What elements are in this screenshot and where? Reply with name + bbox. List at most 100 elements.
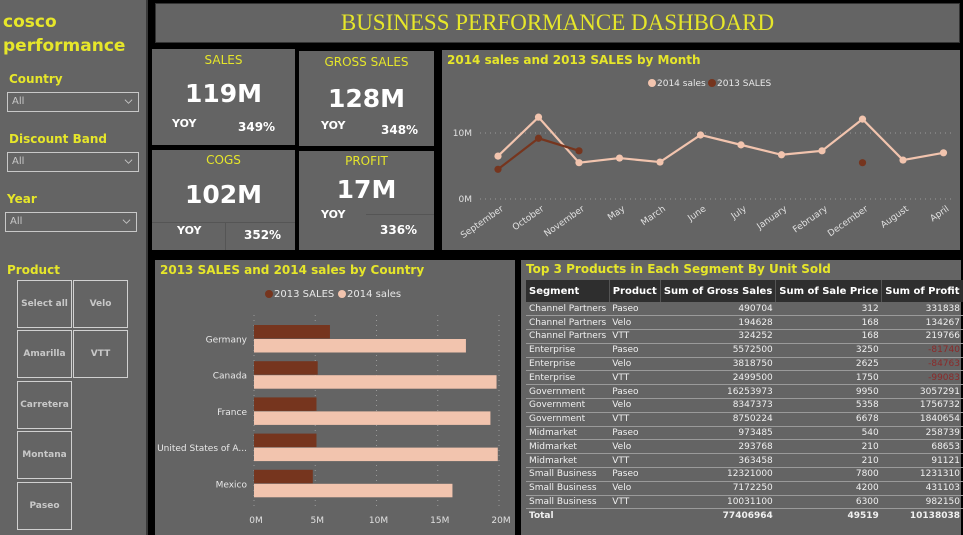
- table-cell: Paseo: [609, 302, 661, 317]
- kpi-title: COGS: [206, 153, 241, 167]
- table-row: Government Paseo 16253973 9950 3057291: [526, 384, 963, 400]
- table-cell: Paseo: [609, 467, 661, 482]
- table-cell: 3818750: [660, 357, 776, 372]
- chevron-down-icon: [122, 219, 131, 224]
- kpi-yoy-value: 352%: [244, 228, 282, 242]
- table-cell: 77406964: [722, 511, 773, 522]
- product-tile-paseo[interactable]: Paseo: [17, 482, 72, 530]
- table-cell: Velo: [609, 315, 661, 331]
- column-header[interactable]: Sum of Sale Price: [775, 280, 883, 302]
- table-cell: 1840654: [881, 412, 963, 427]
- data-point-2014: [534, 113, 543, 121]
- table-cell: 490704: [660, 302, 776, 317]
- table-cell: Channel Partners: [526, 329, 610, 344]
- bar-chart-title: 2013 SALES and 2014 sales by Country: [160, 263, 425, 277]
- data-point-2014: [939, 149, 948, 157]
- product-tile-select-all[interactable]: Select all: [17, 280, 72, 328]
- data-point-2014: [494, 152, 502, 160]
- table-header-row: Segment Product Sum of Gross Sales Sum of S…: [526, 280, 963, 302]
- table-cell: 5572500: [660, 343, 776, 358]
- table-cell: 1756732: [881, 398, 963, 413]
- kpi-yoy-label: YOY: [321, 208, 346, 221]
- bar-2014-sales: [254, 483, 453, 498]
- table-cell: 210: [775, 453, 882, 469]
- table-row: Channel Partners Velo 194628 168 134267: [526, 315, 963, 331]
- table-cell: 331838: [881, 302, 963, 317]
- kpi-yoy-value: 348%: [381, 123, 419, 137]
- product-tile-amarilla[interactable]: Amarilla: [17, 330, 72, 378]
- discount-band-dropdown-value: All: [12, 156, 25, 167]
- legend-label: 2014 sales: [347, 289, 401, 300]
- table-row: Enterprise Velo 3818750 2625 -84763: [526, 357, 963, 372]
- brand-line-1: cosco: [3, 12, 57, 32]
- table-cell: 168: [775, 315, 882, 331]
- table-row: Channel Partners VTT 324252 168 219766: [526, 329, 963, 344]
- brand-line-2: performance: [3, 36, 126, 56]
- year-dropdown[interactable]: All: [5, 212, 137, 232]
- kpi-card-sales: SALES 119M YOY 349%: [152, 49, 295, 145]
- kpi-yoy-value: 349%: [238, 120, 276, 134]
- table-cell: VTT: [609, 495, 661, 510]
- x-tick-label: December: [826, 204, 870, 239]
- table-cell: [609, 509, 660, 523]
- bar-chart-canvas: 2013 SALES 2014 sales 0M 5M 10M 15M 20M Germa…: [157, 289, 511, 526]
- table-row: Midmarket VTT 363458 210 91121: [526, 453, 963, 469]
- y-category-label: United States of A...: [157, 444, 247, 454]
- table-cell: Midmarket: [526, 426, 610, 441]
- country-dropdown[interactable]: All: [7, 92, 139, 112]
- table-cell: Paseo: [609, 343, 661, 358]
- product-tile-velo[interactable]: Velo: [73, 280, 128, 328]
- chevron-down-icon: [124, 99, 133, 104]
- x-tick-label: November: [543, 204, 587, 239]
- table-cell: Midmarket: [526, 439, 610, 455]
- table-cell: Velo: [609, 481, 661, 496]
- filter-sidebar: cosco performance Country All Discount B…: [0, 0, 148, 535]
- product-tile-carretera[interactable]: Carretera: [17, 381, 72, 429]
- table-total-row: Total 77406964 49519 10138038: [526, 509, 963, 523]
- table-cell: Midmarket: [526, 453, 610, 469]
- product-tile-vtt[interactable]: VTT: [73, 330, 128, 378]
- column-header[interactable]: Product: [609, 280, 661, 302]
- legend-label: 2014 sales: [657, 79, 706, 89]
- table-cell: 7172250: [660, 481, 776, 496]
- table-cell: 7800: [775, 467, 882, 482]
- column-header[interactable]: Sum of Profit: [881, 280, 963, 302]
- product-tile-montana[interactable]: Montana: [17, 431, 72, 479]
- table-row: Midmarket Velo 293768 210 68653: [526, 439, 963, 455]
- data-point-2014: [777, 151, 786, 159]
- dashboard-header: BUSINESS PERFORMANCE DASHBOARD: [155, 3, 960, 43]
- table-cell: 12321000: [660, 467, 776, 482]
- data-point-2013: [534, 134, 543, 142]
- top-products-table: Segment Product Sum of Gross Sales Sum of S…: [526, 280, 963, 523]
- table-cell: 1231310: [881, 467, 963, 482]
- kpi-title: GROSS SALES: [324, 55, 409, 69]
- table-cell: Enterprise: [526, 343, 610, 358]
- kpi-yoy-label: YOY: [321, 119, 346, 132]
- year-dropdown-value: All: [10, 216, 23, 227]
- kpi-card-gross-sales: GROSS SALES 128M YOY 348%: [299, 51, 434, 146]
- table-cell: 194628: [660, 315, 776, 331]
- y-category-label: Germany: [206, 336, 248, 346]
- table-cell: 8750224: [660, 412, 776, 427]
- table-cell: 6678: [775, 412, 882, 427]
- table-cell: Total: [529, 511, 554, 522]
- table-cell: 6300: [775, 495, 882, 510]
- table-cell: Government: [526, 412, 610, 427]
- table-cell: -99083: [881, 370, 963, 386]
- table-cell: 1750: [775, 370, 882, 386]
- bar-2013-sales: [254, 469, 313, 484]
- column-header[interactable]: Segment: [526, 280, 610, 302]
- y-category-label: Canada: [213, 372, 247, 382]
- table-cell: Velo: [609, 398, 661, 413]
- column-header[interactable]: Sum of Gross Sales: [660, 280, 777, 302]
- table-cell: 363458: [660, 453, 776, 469]
- table-cell: 16253973: [660, 384, 776, 400]
- table-cell: Small Business: [526, 467, 610, 482]
- table-cell: 49519: [847, 511, 879, 522]
- x-tick-label: 5M: [311, 516, 325, 526]
- table-cell: 3250: [775, 343, 882, 358]
- table-cell: Government: [526, 398, 610, 413]
- discount-band-dropdown[interactable]: All: [7, 152, 139, 172]
- data-point-2013: [858, 159, 867, 167]
- y-category-label: France: [217, 408, 247, 418]
